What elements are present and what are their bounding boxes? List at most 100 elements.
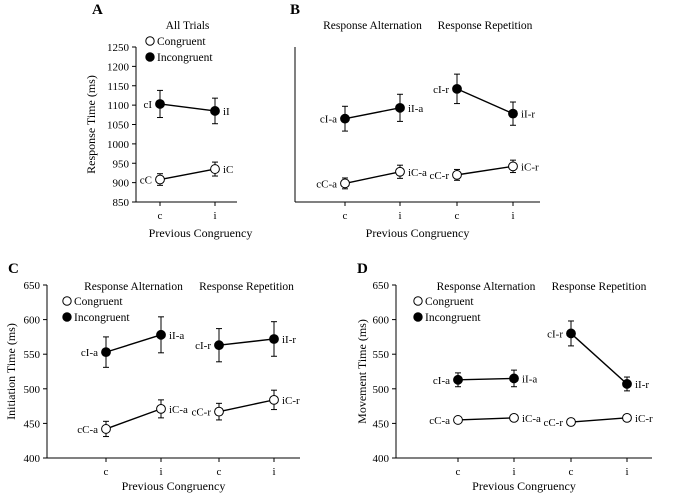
x-tick-label: i	[511, 210, 514, 222]
data-point	[508, 161, 518, 172]
point-label: cC-a	[316, 178, 337, 190]
point-label: iC-a	[522, 413, 541, 425]
point-label: iI-r	[635, 379, 649, 391]
series-line	[457, 377, 515, 381]
point-label: iC-r	[635, 413, 653, 425]
point-label: cI-r	[433, 84, 449, 96]
series-line	[159, 168, 216, 181]
data-point	[340, 178, 350, 189]
point-label: iC-a	[169, 404, 188, 416]
y-tick-label: 400	[24, 453, 41, 465]
panel-letter: D	[357, 261, 368, 277]
y-tick-label: 400	[373, 453, 390, 465]
legend-label: Incongruent	[157, 52, 213, 64]
x-tick-label: c	[456, 466, 461, 478]
point-label: iI-a	[522, 373, 537, 385]
y-tick-label: 600	[373, 315, 390, 327]
legend-label: Congruent	[157, 36, 206, 48]
point-label: cC-r	[191, 407, 211, 419]
series-line	[570, 417, 628, 423]
data-point	[155, 174, 165, 185]
point-label: cC	[140, 175, 152, 187]
point-label: cC-r	[429, 170, 449, 182]
x-tick-label: c	[217, 466, 222, 478]
y-tick-label: 1150	[107, 81, 129, 93]
point-label: iC-r	[521, 161, 539, 173]
group-title: All Trials	[166, 20, 210, 32]
legend-label: Incongruent	[74, 312, 130, 324]
data-point	[622, 412, 632, 423]
y-tick-label: 500	[373, 384, 390, 396]
series-line	[159, 103, 216, 112]
data-point	[452, 83, 462, 94]
point-label: iI-r	[521, 109, 535, 121]
y-tick-label: 650	[24, 280, 41, 292]
point-label: cC-a	[429, 415, 450, 427]
point-label: cI-a	[320, 114, 337, 126]
data-point	[101, 347, 111, 358]
point-label: cC-a	[77, 424, 98, 436]
series-line	[344, 171, 401, 185]
y-tick-label: 550	[373, 349, 390, 361]
x-tick-label: c	[158, 210, 163, 222]
x-tick-label: i	[512, 466, 515, 478]
point-label: cC-r	[543, 417, 563, 429]
legend-label: Congruent	[425, 296, 474, 308]
point-label: cI-a	[433, 375, 450, 387]
y-tick-label: 1050	[107, 120, 130, 132]
y-tick-label: 1200	[107, 61, 130, 73]
group-title: Response Repetition	[552, 281, 647, 293]
data-point	[101, 424, 111, 434]
x-tick-label: i	[272, 466, 275, 478]
point-label: cI-r	[195, 340, 211, 352]
x-tick-label: i	[213, 210, 216, 222]
point-label: cI	[143, 99, 152, 111]
series-line	[344, 107, 401, 120]
panel-letter: B	[290, 2, 300, 18]
y-tick-label: 900	[113, 178, 130, 190]
x-axis-label: Previous Congruency	[122, 479, 226, 493]
y-axis-label: Initiation Time (ms)	[4, 323, 18, 420]
group-title: Response Repetition	[199, 281, 294, 293]
data-point	[566, 328, 576, 339]
y-tick-label: 850	[113, 197, 130, 209]
point-label: iI-r	[282, 334, 296, 346]
data-point	[156, 329, 166, 340]
x-tick-label: c	[104, 466, 109, 478]
y-tick-label: 650	[373, 280, 390, 292]
data-point	[566, 417, 576, 427]
y-tick-label: 550	[24, 349, 41, 361]
x-axis-label: Previous Congruency	[366, 226, 470, 240]
series-line	[570, 332, 628, 385]
y-tick-label: 500	[24, 384, 41, 396]
data-point	[453, 374, 463, 385]
data-point	[508, 108, 518, 119]
point-label: iC-r	[282, 395, 300, 407]
series-line	[105, 408, 162, 430]
x-tick-label: c	[569, 466, 574, 478]
y-tick-label: 1100	[107, 100, 129, 112]
legend-marker	[145, 36, 155, 46]
y-tick-label: 1250	[107, 42, 130, 54]
data-point	[340, 113, 350, 124]
data-point	[269, 394, 279, 405]
legend-marker	[62, 296, 72, 306]
y-axis-label: Movement Time (ms)	[355, 319, 369, 424]
panel-b: B Previous Congruency Response Alternation…	[290, 2, 540, 240]
data-point	[395, 166, 405, 177]
y-tick-label: 450	[24, 418, 41, 430]
legend-label: Congruent	[74, 296, 123, 308]
point-label: cI-a	[81, 347, 98, 359]
point-label: iI-a	[408, 103, 423, 115]
y-tick-label: 450	[373, 418, 390, 430]
series-line	[457, 417, 515, 421]
data-point	[509, 412, 519, 423]
x-tick-label: c	[455, 210, 460, 222]
y-axis-label: Response Time (ms)	[84, 75, 98, 174]
legend-marker	[145, 52, 155, 62]
legend-marker	[62, 312, 72, 322]
panel-c: C 400 450 500 550 600 650 Initiation Time (ms) P…	[4, 261, 300, 493]
x-axis-label: Previous Congruency	[472, 479, 576, 493]
data-point	[156, 403, 166, 414]
